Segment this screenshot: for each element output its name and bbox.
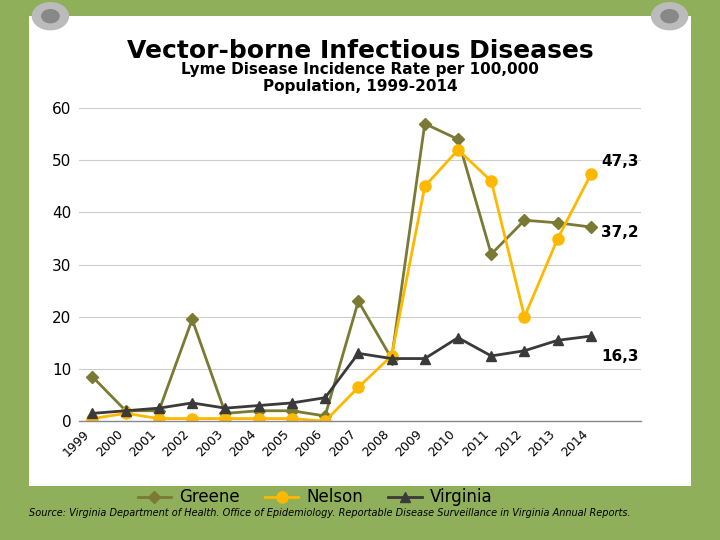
Virginia — [554, 337, 562, 343]
Greene — [420, 120, 429, 127]
Virginia — [520, 348, 528, 354]
Line: Nelson: Nelson — [87, 144, 596, 427]
Nelson — [520, 314, 528, 320]
Line: Greene: Greene — [89, 119, 595, 420]
Greene — [554, 220, 562, 226]
Text: 47,3: 47,3 — [601, 154, 639, 168]
Virginia — [88, 410, 96, 417]
Nelson — [354, 384, 363, 390]
Greene — [454, 136, 462, 143]
Greene — [88, 374, 96, 380]
Legend: Greene, Nelson, Virginia: Greene, Nelson, Virginia — [131, 482, 499, 513]
Nelson — [155, 415, 163, 422]
Nelson — [487, 178, 495, 184]
Text: 37,2: 37,2 — [601, 225, 639, 240]
Greene — [520, 217, 528, 224]
Nelson — [188, 415, 197, 422]
Virginia — [354, 350, 363, 356]
Virginia — [420, 355, 429, 362]
Line: Virginia: Virginia — [88, 331, 596, 418]
Greene — [155, 408, 163, 414]
Greene — [287, 408, 296, 414]
Nelson — [254, 415, 263, 422]
Greene — [188, 316, 197, 323]
Nelson — [587, 171, 595, 178]
Virginia — [321, 394, 330, 401]
Nelson — [554, 235, 562, 242]
Virginia — [122, 408, 130, 414]
Nelson — [387, 353, 396, 359]
Text: 16,3: 16,3 — [601, 349, 639, 364]
Virginia — [454, 334, 462, 341]
Virginia — [587, 333, 595, 339]
Virginia — [155, 405, 163, 411]
Greene — [587, 224, 595, 230]
Greene — [321, 413, 330, 419]
Nelson — [287, 415, 296, 422]
Greene — [487, 251, 495, 258]
Greene — [254, 408, 263, 414]
Greene — [122, 408, 130, 414]
Nelson — [454, 146, 462, 153]
Greene — [387, 355, 396, 362]
Nelson — [88, 415, 96, 422]
Virginia — [487, 353, 495, 359]
Text: Source: Virginia Department of Health. Office of Epidemiology. Reportable Diseas: Source: Virginia Department of Health. O… — [29, 508, 631, 518]
Nelson — [321, 418, 330, 424]
Greene — [354, 298, 363, 305]
Virginia — [387, 355, 396, 362]
Text: Lyme Disease Incidence Rate per 100,000
Population, 1999-2014: Lyme Disease Incidence Rate per 100,000 … — [181, 62, 539, 94]
Nelson — [221, 415, 230, 422]
Text: Vector-borne Infectious Diseases: Vector-borne Infectious Diseases — [127, 39, 593, 63]
Virginia — [287, 400, 296, 406]
Virginia — [221, 405, 230, 411]
Virginia — [254, 402, 263, 409]
Nelson — [122, 410, 130, 417]
Virginia — [188, 400, 197, 406]
Greene — [221, 410, 230, 417]
Nelson — [420, 183, 429, 190]
